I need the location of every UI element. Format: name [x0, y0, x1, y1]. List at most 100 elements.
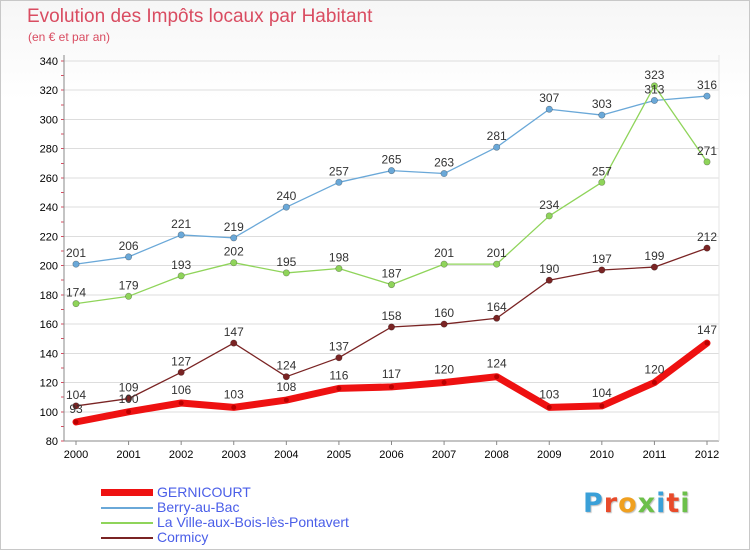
data-point — [545, 212, 553, 220]
data-label: 124 — [276, 359, 296, 373]
data-point — [440, 260, 448, 268]
data-point — [440, 170, 448, 178]
data-label: 104 — [66, 388, 86, 402]
y-tick-label: 220 — [40, 231, 58, 243]
x-tick-label: 2003 — [222, 449, 246, 461]
data-point — [73, 419, 79, 425]
data-label: 93 — [69, 402, 83, 416]
data-point — [125, 395, 133, 403]
y-tick-label: 300 — [40, 114, 58, 126]
data-point — [72, 300, 80, 308]
legend-swatch-ville-aux-bois — [101, 522, 153, 524]
x-tick-label: 2009 — [537, 449, 561, 461]
data-label: 206 — [119, 239, 139, 253]
y-tick-label: 240 — [40, 202, 58, 214]
x-tick-label: 2007 — [432, 449, 456, 461]
x-tick-label: 2012 — [695, 449, 719, 461]
proxiti-logo: Proxiti — [583, 488, 691, 519]
y-tick-label: 320 — [40, 85, 58, 97]
data-point — [546, 404, 552, 410]
data-point — [231, 404, 237, 410]
legend-label-cormicy: Cormicy — [157, 529, 209, 545]
data-label: 120 — [644, 363, 664, 377]
legend-label-ville-aux-bois: La Ville-aux-Bois-lès-Pontavert — [157, 514, 349, 530]
data-point — [126, 409, 132, 415]
data-point — [335, 178, 343, 186]
data-point — [177, 231, 185, 239]
data-point — [703, 92, 711, 100]
data-point — [599, 403, 605, 409]
data-point — [545, 276, 553, 284]
data-label: 197 — [592, 252, 612, 266]
logo-letter: i — [680, 488, 691, 519]
series-line — [75, 95, 708, 265]
data-label: 303 — [592, 97, 612, 111]
data-point — [650, 82, 658, 90]
data-label: 103 — [539, 387, 559, 401]
data-point — [125, 253, 133, 261]
data-label: 198 — [329, 251, 349, 265]
data-label: 265 — [381, 153, 401, 167]
data-label: 234 — [539, 198, 559, 212]
data-label: 201 — [66, 246, 86, 260]
line-chart: 80 100 120 140 160 180 200 220 240 260 280 300 320 34… — [40, 55, 720, 461]
data-label: 174 — [66, 286, 86, 300]
data-label: 323 — [644, 68, 664, 82]
y-tick-label: 340 — [40, 56, 58, 68]
data-label: 219 — [224, 220, 244, 234]
data-point — [650, 263, 658, 271]
x-tick-label: 2011 — [643, 449, 667, 461]
data-point — [335, 265, 343, 273]
data-label: 137 — [329, 340, 349, 354]
data-label: 116 — [329, 368, 348, 382]
data-label: 199 — [644, 249, 664, 263]
data-label: 103 — [224, 387, 244, 401]
data-point — [72, 402, 80, 410]
data-label: 124 — [487, 357, 507, 371]
legend-swatch-berry-au-bac — [101, 507, 153, 509]
data-point — [336, 385, 342, 391]
y-tick-label: 100 — [40, 407, 58, 419]
data-label: 195 — [276, 255, 296, 269]
data-label: 106 — [171, 383, 191, 397]
data-point — [494, 374, 500, 380]
logo-letter: t — [666, 488, 681, 519]
x-tick-label: 2005 — [327, 449, 351, 461]
data-point — [493, 260, 501, 268]
data-point — [283, 397, 289, 403]
data-point — [387, 167, 395, 175]
data-label: 271 — [697, 144, 717, 158]
data-label: 281 — [487, 129, 507, 143]
data-point — [387, 323, 395, 331]
data-label: 187 — [381, 267, 401, 281]
data-label: 164 — [487, 300, 507, 314]
data-label: 108 — [276, 380, 296, 394]
data-point — [177, 368, 185, 376]
data-label: 147 — [697, 323, 717, 337]
x-tick-label: 2004 — [274, 449, 298, 461]
data-point — [440, 320, 448, 328]
data-point — [650, 96, 658, 104]
x-tick-label: 2008 — [484, 449, 508, 461]
data-label: 160 — [434, 306, 454, 320]
data-label: 313 — [644, 82, 664, 96]
x-tick-label: 2002 — [169, 449, 193, 461]
data-label: 201 — [434, 246, 454, 260]
logo-letter: o — [618, 488, 638, 519]
data-label: 190 — [539, 262, 559, 276]
data-point — [125, 292, 133, 300]
data-label: 147 — [224, 325, 244, 339]
data-point — [493, 314, 501, 322]
data-point — [703, 158, 711, 166]
data-point — [545, 105, 553, 113]
y-tick-label: 260 — [40, 173, 58, 185]
data-point — [230, 339, 238, 347]
data-label: 221 — [171, 217, 191, 231]
data-point — [389, 384, 394, 390]
data-point — [441, 380, 447, 386]
data-label: 117 — [382, 367, 401, 381]
data-point — [282, 203, 290, 211]
data-point — [230, 234, 238, 242]
data-label: 104 — [592, 386, 612, 400]
